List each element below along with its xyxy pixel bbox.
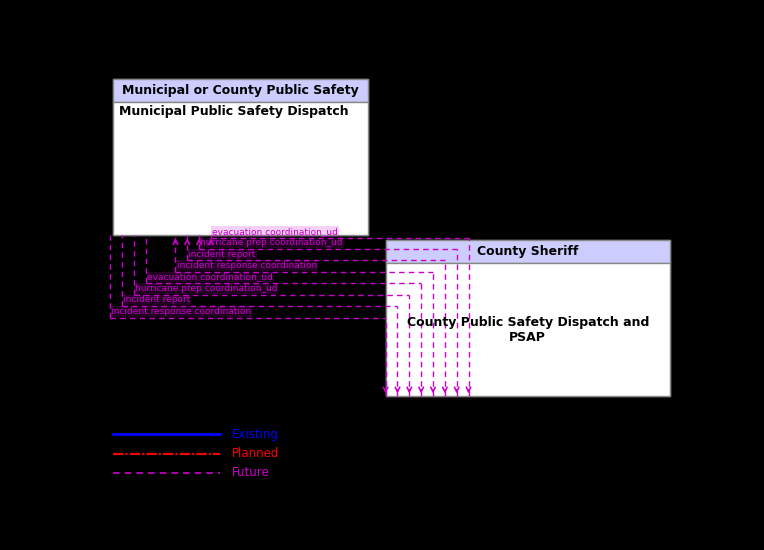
Text: Future: Future [231,466,270,479]
Text: Existing: Existing [231,428,279,441]
Bar [113,102,368,235]
Text: Planned: Planned [231,447,279,460]
Text: incident response coordination: incident response coordination [112,307,251,316]
Text: evacuation coordination_ud: evacuation coordination_ud [147,273,273,282]
Text: County Sheriff: County Sheriff [477,245,578,258]
Text: Municipal or County Public Safety: Municipal or County Public Safety [122,84,359,97]
Text: hurricane prep coordination_ud: hurricane prep coordination_ud [200,238,343,248]
Bar [113,79,368,102]
Text: Municipal Public Safety Dispatch: Municipal Public Safety Dispatch [119,106,349,118]
Text: incident report: incident report [189,250,256,258]
Text: incident response coordination: incident response coordination [176,261,317,270]
Bar [386,240,670,397]
Text: County Public Safety Dispatch and
PSAP: County Public Safety Dispatch and PSAP [406,316,649,344]
Bar [113,79,368,235]
Bar [386,263,670,397]
Text: evacuation coordination_ud: evacuation coordination_ud [212,227,338,236]
Text: hurricane prep coordination_ud: hurricane prep coordination_ud [135,284,277,293]
Bar [386,240,670,263]
Text: incident report: incident report [123,295,191,305]
